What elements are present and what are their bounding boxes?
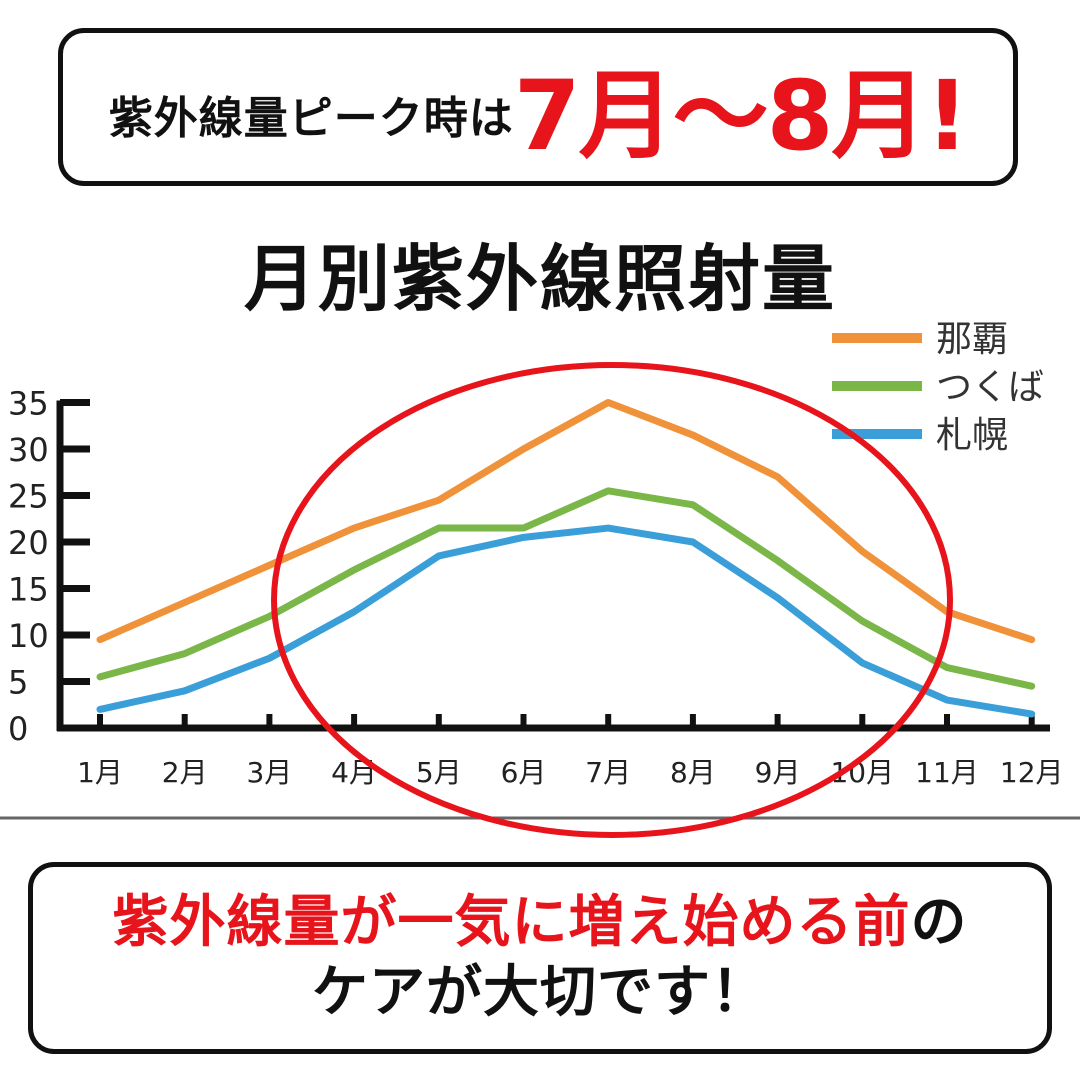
data-point [1028, 711, 1035, 718]
data-point [351, 566, 358, 573]
data-point [435, 497, 442, 504]
data-point [181, 599, 188, 606]
data-point [351, 525, 358, 532]
message-line-2: ケアが大切です！ [312, 960, 768, 1025]
data-point [1028, 683, 1035, 690]
x-tick-label: 6月 [501, 756, 547, 789]
data-point [520, 534, 527, 541]
data-point [859, 618, 866, 625]
x-tick-label: 3月 [246, 756, 292, 789]
data-point [605, 487, 612, 494]
y-tick-label: 20 [8, 524, 49, 562]
data-point [774, 557, 781, 564]
y-tick-label: 30 [8, 431, 49, 469]
data-point [266, 613, 273, 620]
data-point [520, 525, 527, 532]
legend-label: 札幌 [936, 415, 1008, 456]
x-tick-label: 12月 [1000, 756, 1064, 789]
data-point [774, 473, 781, 480]
chart-series [96, 399, 1036, 718]
data-point [97, 706, 103, 713]
y-tick-label: 15 [8, 571, 49, 609]
y-tick-label: 25 [8, 478, 49, 516]
y-tick-label: 5 [8, 664, 28, 702]
data-point [97, 636, 103, 643]
highlight-ellipse-group [271, 362, 953, 838]
y-tick-label: 0 [8, 710, 28, 748]
data-point [859, 659, 866, 666]
data-point [689, 432, 696, 439]
data-point [266, 655, 273, 662]
data-point [351, 608, 358, 615]
data-point [605, 525, 612, 532]
data-point [689, 501, 696, 508]
data-point [435, 525, 442, 532]
data-point [859, 548, 866, 555]
message-emphasis: 紫外線量が一気に増え始める前 [112, 890, 911, 955]
data-point [605, 399, 612, 406]
data-point [689, 539, 696, 545]
series-line-0 [96, 399, 1036, 644]
message-particle: の [910, 890, 968, 955]
series-line-2 [96, 524, 1036, 718]
x-tick-label: 7月 [585, 756, 631, 789]
data-point [774, 594, 781, 601]
data-point [97, 673, 103, 680]
data-point [181, 687, 188, 694]
x-tick-label: 8月 [670, 756, 716, 789]
x-tick-label: 11月 [915, 756, 979, 789]
y-tick-label: 35 [8, 385, 49, 423]
chart-title: 月別紫外線照射量 [243, 237, 836, 321]
data-point [944, 664, 950, 671]
headline-box: 紫外線量ピーク時は 7月〜8月! [58, 28, 1018, 186]
x-tick-label: 2月 [162, 756, 208, 789]
data-point [435, 552, 442, 559]
x-tick-label: 5月 [416, 756, 462, 789]
headline-emphasis: 7月〜8月! [513, 59, 969, 172]
data-point [944, 697, 950, 704]
message-line-1: 紫外線量が一気に増え始める前の [113, 888, 968, 958]
data-point [266, 562, 273, 569]
data-point [1028, 636, 1035, 643]
x-tick-label: 1月 [77, 756, 123, 789]
x-tick-label: 9月 [755, 756, 801, 789]
legend-label: 那覇 [936, 319, 1008, 360]
y-tick-label: 10 [8, 617, 49, 655]
data-point [181, 650, 188, 657]
series-line-1 [96, 487, 1036, 690]
headline-lead: 紫外線量ピーク時は [108, 93, 514, 144]
highlight-ellipse [271, 362, 953, 838]
data-point [520, 446, 527, 452]
legend-label: つくば [936, 367, 1044, 408]
message-box: 紫外線量が一気に増え始める前の ケアが大切です！ [28, 862, 1052, 1054]
